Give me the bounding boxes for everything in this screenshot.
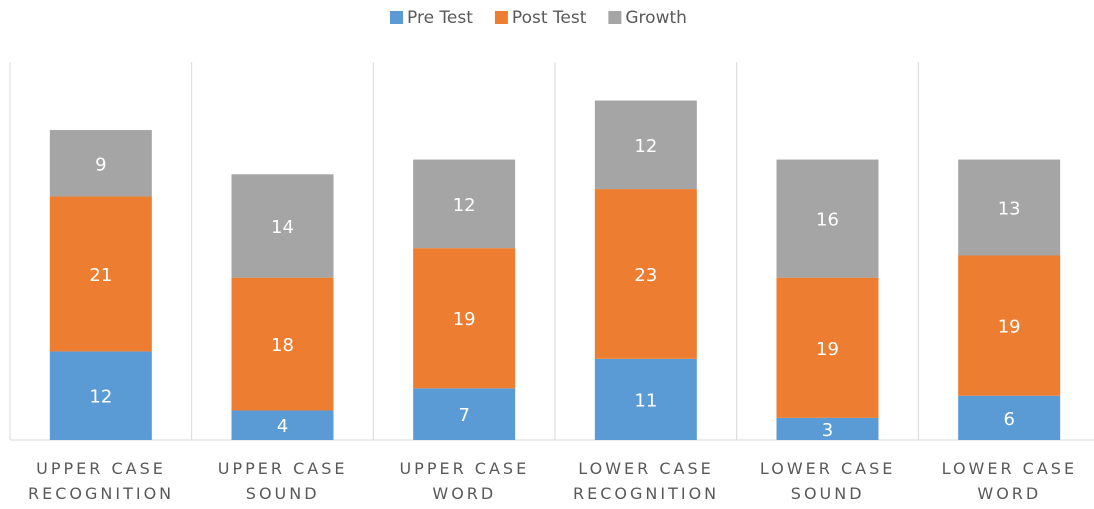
data-label: 9 [95,154,106,175]
bar-segment [594,189,697,359]
bar-segment [594,358,697,440]
legend-label: Growth [625,8,687,28]
legend-swatch [494,11,508,24]
bar-segment [413,159,516,249]
x-tick-label: LOWER CASE SOUND [759,459,896,503]
data-label: 19 [453,309,476,330]
bar-segment [958,159,1061,256]
bar-segment [231,410,334,440]
data-label: 6 [1003,409,1014,430]
data-label: 4 [277,416,288,437]
data-label: 7 [458,405,469,426]
data-label: 12 [453,195,476,216]
data-label: 12 [634,136,657,157]
bar-segment [413,248,516,389]
data-label: 16 [816,210,839,231]
x-tick-label: UPPER CASE SOUND [217,459,348,503]
bar-segment [231,174,334,278]
data-label: 18 [271,335,294,356]
x-tick-label: UPPER CASE RECOGNITION [28,459,175,503]
bar-segment [776,417,879,440]
x-tick-label: LOWER CASE RECOGNITION [573,459,720,503]
legend-label: Post Test [512,8,587,28]
bar-segment [958,255,1061,396]
bar-segment [413,388,516,440]
data-label: 21 [89,265,112,286]
bar-segment [594,100,697,190]
bar-segment [49,130,152,197]
data-label: 13 [998,199,1021,220]
bar-segment [49,351,152,440]
bar-segment [231,277,334,411]
legend-label: Pre Test [407,8,473,28]
data-label: 3 [822,420,833,441]
x-tick-label: LOWER CASE WORD [941,459,1078,503]
bar-segment [958,395,1061,440]
data-label: 14 [271,217,294,238]
data-label: 19 [998,317,1021,338]
legend-swatch [608,11,622,24]
bar-segment [49,196,152,352]
legend-swatch [390,11,403,24]
bar-segment [776,277,879,418]
x-tick-label: UPPER CASE WORD [399,459,530,503]
data-label: 23 [634,265,657,286]
bar-segment [776,159,879,278]
data-label: 11 [634,390,657,411]
data-label: 12 [89,387,112,408]
data-label: 19 [816,339,839,360]
